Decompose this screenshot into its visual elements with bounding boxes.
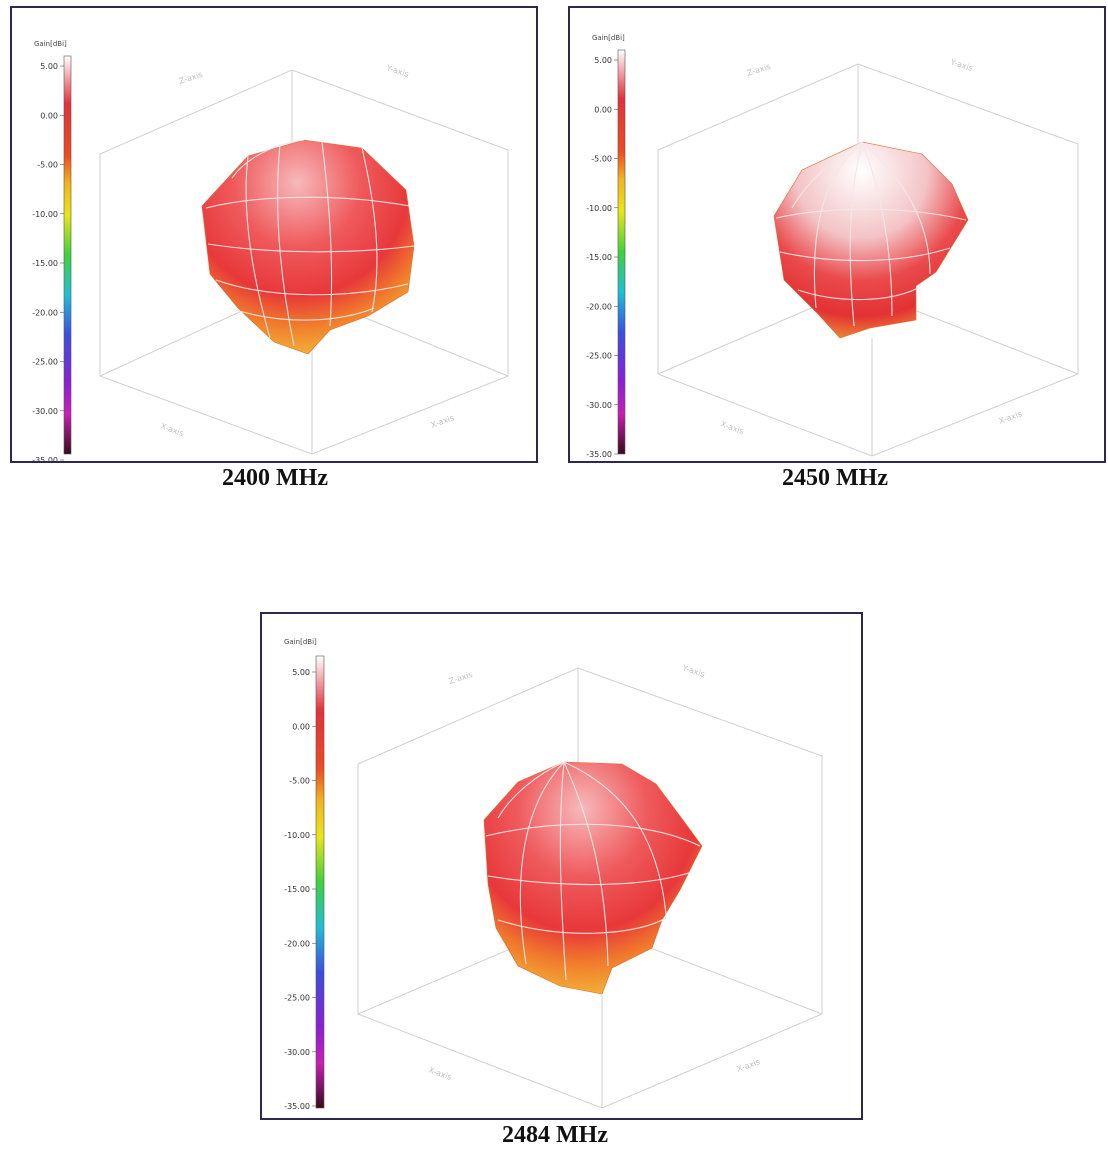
- radiation-pattern-surface: [201, 139, 415, 355]
- caption-2450: 2450 MHz: [782, 465, 888, 491]
- x-axis-label-right: X-axis: [736, 1057, 762, 1074]
- colorbar-tick-label: -5.00: [37, 161, 58, 170]
- colorbar: Gain[dBi] 5.00 0.00 -5.00 -10.00 -15.00 -20.0…: [284, 638, 325, 1111]
- colorbar-tick-label: -15.00: [586, 253, 612, 262]
- colorbar-tick-labels: 5.00 0.00 -5.00 -10.00 -15.00 -20.00 -25.00 -30…: [32, 62, 64, 461]
- colorbar-tick-label: 5.00: [292, 668, 310, 677]
- colorbar-tick-labels: 5.00 0.00 -5.00 -10.00 -15.00 -20.00 -25.00 -30…: [586, 56, 618, 459]
- colorbar-tick-label: -35.00: [32, 456, 58, 461]
- colorbar-title: Gain[dBi]: [34, 40, 67, 48]
- colorbar-tick-label: -30.00: [284, 1048, 310, 1057]
- radiation-pattern-surface: [483, 761, 703, 995]
- colorbar-tick-labels: 5.00 0.00 -5.00 -10.00 -15.00 -20.00 -25.00 -30…: [284, 668, 316, 1111]
- colorbar-tick-label: 5.00: [594, 56, 612, 65]
- colorbar-tick-label: 0.00: [594, 105, 612, 114]
- colorbar-tick-label: -15.00: [284, 885, 310, 894]
- plot-canvas: Gain[dBi] 5.00 0.00 -5.00 -10.00 -15.00 -20.0…: [32, 40, 509, 461]
- x-axis-label-left: X-axis: [719, 419, 745, 436]
- plot-canvas: Gain[dBi] 5.00 0.00 -5.00 -10.00 -15.00 -20.0…: [586, 34, 1079, 459]
- colorbar-tick-label: -35.00: [586, 450, 612, 459]
- z-axis-label: Z-axis: [178, 70, 204, 86]
- radiation-pattern-surface: [773, 141, 969, 339]
- x-axis-label-right: X-axis: [998, 409, 1024, 426]
- colorbar-tick-label: -15.00: [32, 259, 58, 268]
- colorbar: Gain[dBi] 5.00 0.00 -5.00 -10.00 -15.00 -20.0…: [32, 40, 72, 461]
- colorbar-tick-label: -35.00: [284, 1102, 310, 1111]
- colorbar-tick-label: -20.00: [32, 308, 58, 317]
- x-axis-label-right: X-axis: [430, 413, 456, 430]
- colorbar-tick-label: -10.00: [32, 210, 58, 219]
- colorbar-tick-label: -25.00: [284, 994, 310, 1003]
- colorbar-tick-label: 0.00: [292, 722, 310, 731]
- y-axis-label: Y-axis: [384, 63, 409, 79]
- colorbar-tick-label: -20.00: [284, 939, 310, 948]
- plot-canvas: Gain[dBi] 5.00 0.00 -5.00 -10.00 -15.00 -20.0…: [284, 638, 823, 1111]
- radiation-pattern-plot-2484: Gain[dBi] 5.00 0.00 -5.00 -10.00 -15.00 -20.0…: [260, 612, 863, 1120]
- z-axis-label: Z-axis: [746, 62, 772, 78]
- colorbar-tick-label: 5.00: [40, 62, 58, 71]
- colorbar-title: Gain[dBi]: [592, 34, 625, 42]
- x-axis-label-left: X-axis: [159, 421, 185, 438]
- radiation-pattern-plot-2450: Gain[dBi] 5.00 0.00 -5.00 -10.00 -15.00 -20.0…: [568, 6, 1106, 463]
- caption-2484: 2484 MHz: [502, 1122, 608, 1148]
- colorbar-tick-label: -25.00: [586, 352, 612, 361]
- colorbar-tick-label: 0.00: [40, 111, 58, 120]
- colorbar-tick-label: -5.00: [591, 155, 612, 164]
- z-axis-label: Z-axis: [448, 670, 474, 686]
- caption-2400: 2400 MHz: [222, 465, 328, 491]
- colorbar-tick-label: -30.00: [32, 407, 58, 416]
- colorbar-title: Gain[dBi]: [284, 638, 317, 646]
- colorbar-tick-label: -5.00: [289, 777, 310, 786]
- colorbar-tick-label: -10.00: [586, 204, 612, 213]
- radiation-pattern-plot-2400: Gain[dBi] 5.00 0.00 -5.00 -10.00 -15.00 -20.0…: [10, 6, 538, 463]
- colorbar-tick-label: -30.00: [586, 401, 612, 410]
- colorbar-tick-label: -10.00: [284, 831, 310, 840]
- colorbar-tick-label: -25.00: [32, 358, 58, 367]
- x-axis-label-left: X-axis: [427, 1065, 453, 1082]
- colorbar-tick-label: -20.00: [586, 302, 612, 311]
- y-axis-label: Y-axis: [948, 57, 973, 73]
- colorbar: Gain[dBi] 5.00 0.00 -5.00 -10.00 -15.00 -20.0…: [586, 34, 626, 459]
- y-axis-label: Y-axis: [680, 663, 705, 679]
